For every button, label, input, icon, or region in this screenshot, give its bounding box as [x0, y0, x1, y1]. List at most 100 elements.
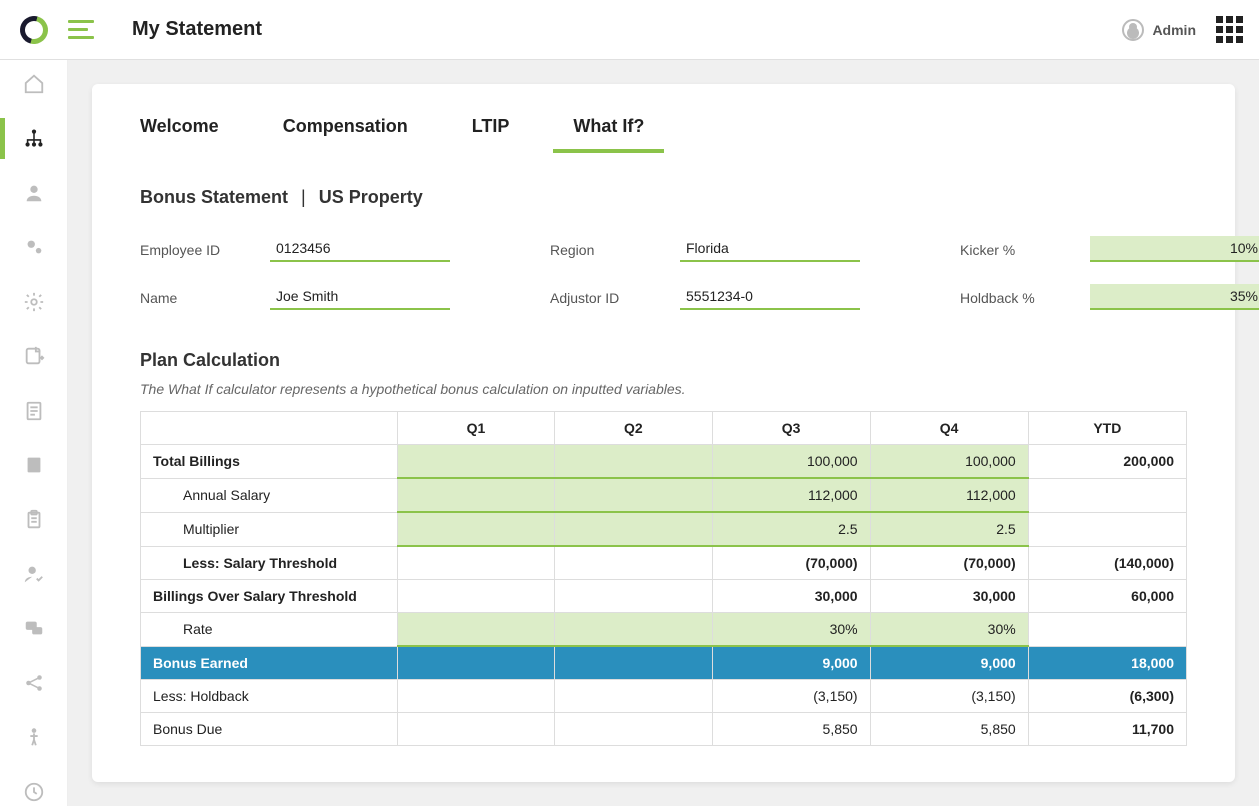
gears-icon: [23, 236, 45, 258]
nav-document[interactable]: [0, 397, 67, 425]
plan-title: Plan Calculation: [140, 350, 1187, 371]
clipboard-icon: [23, 509, 45, 531]
cell: [397, 680, 554, 713]
cell[interactable]: [555, 445, 712, 479]
plan-description: The What If calculator represents a hypo…: [140, 381, 1187, 397]
tabs: Welcome Compensation LTIP What If?: [140, 108, 1187, 151]
nav-settings-alt[interactable]: [0, 233, 67, 261]
nav-org[interactable]: [0, 124, 67, 152]
cell: [397, 580, 554, 613]
cell[interactable]: 30%: [712, 613, 870, 647]
col-label: [141, 412, 398, 445]
section-title-a: Bonus Statement: [140, 187, 288, 207]
cell: (70,000): [870, 546, 1028, 580]
user-area: Admin: [1122, 16, 1243, 43]
nav-chat[interactable]: [0, 614, 67, 642]
nav-clipboard[interactable]: [0, 505, 67, 533]
cell: [555, 580, 712, 613]
row-label: Rate: [141, 613, 398, 647]
cell: [397, 546, 554, 580]
cell[interactable]: 112,000: [712, 478, 870, 512]
nav-person[interactable]: [0, 723, 67, 751]
avatar-icon: [1122, 19, 1144, 41]
cell[interactable]: [555, 478, 712, 512]
tab-ltip[interactable]: LTIP: [472, 108, 510, 151]
cell: [397, 646, 554, 680]
info-grid: Employee ID 0123456 Region Florida Kicke…: [140, 236, 1187, 310]
cell: (6,300): [1028, 680, 1186, 713]
cell[interactable]: [397, 613, 554, 647]
cell[interactable]: 2.5: [712, 512, 870, 546]
plan-table: Q1Q2Q3Q4YTD Total Billings 100,000100,000…: [140, 411, 1187, 746]
content: Welcome Compensation LTIP What If? Bonus St…: [68, 60, 1259, 806]
clock-icon: [23, 781, 45, 803]
cell[interactable]: 100,000: [712, 445, 870, 479]
layout: Welcome Compensation LTIP What If? Bonus St…: [0, 60, 1259, 806]
employee-id-label: Employee ID: [140, 242, 270, 262]
employee-id-value[interactable]: 0123456: [270, 236, 450, 262]
cell: [397, 713, 554, 746]
name-value[interactable]: Joe Smith: [270, 284, 450, 310]
cell[interactable]: [397, 512, 554, 546]
nav-export[interactable]: [0, 342, 67, 370]
col-ytd: YTD: [1028, 412, 1186, 445]
cell[interactable]: [397, 478, 554, 512]
nav-user[interactable]: [0, 179, 67, 207]
cell: (3,150): [870, 680, 1028, 713]
nav-tree[interactable]: [0, 669, 67, 697]
cell[interactable]: 112,000: [870, 478, 1028, 512]
table-row: Bonus Due5,8505,85011,700: [141, 713, 1187, 746]
cell: 5,850: [870, 713, 1028, 746]
user-check-icon: [23, 563, 45, 585]
name-label: Name: [140, 290, 270, 310]
holdback-label: Holdback %: [960, 290, 1090, 310]
tab-compensation[interactable]: Compensation: [283, 108, 408, 151]
cell[interactable]: 2.5: [870, 512, 1028, 546]
menu-toggle-icon[interactable]: [68, 15, 108, 44]
cell[interactable]: 100,000: [870, 445, 1028, 479]
cell: (140,000): [1028, 546, 1186, 580]
chat-icon: [23, 617, 45, 639]
cell[interactable]: [555, 613, 712, 647]
table-row: Less: Holdback(3,150)(3,150)(6,300): [141, 680, 1187, 713]
nav-history[interactable]: [0, 777, 67, 805]
table-row: Multiplier2.52.5: [141, 512, 1187, 546]
app-logo-icon: [15, 10, 53, 48]
kicker-value[interactable]: 10%: [1090, 236, 1259, 262]
cell: 30,000: [712, 580, 870, 613]
holdback-value[interactable]: 35%: [1090, 284, 1259, 310]
cell: 200,000: [1028, 445, 1186, 479]
cell[interactable]: [555, 512, 712, 546]
main-card: Welcome Compensation LTIP What If? Bonus St…: [92, 84, 1235, 782]
tab-welcome[interactable]: Welcome: [140, 108, 219, 151]
share-icon: [23, 672, 45, 694]
kicker-label: Kicker %: [960, 242, 1090, 262]
row-label: Billings Over Salary Threshold: [141, 580, 398, 613]
plan-table-head: Q1Q2Q3Q4YTD: [141, 412, 1187, 445]
section-title-b: US Property: [319, 187, 423, 207]
cell: 9,000: [712, 646, 870, 680]
region-value[interactable]: Florida: [680, 236, 860, 262]
col-q4: Q4: [870, 412, 1028, 445]
nav-book[interactable]: [0, 451, 67, 479]
table-row: Bonus Earned9,0009,00018,000: [141, 646, 1187, 680]
user-chip[interactable]: Admin: [1122, 19, 1196, 41]
cell: 5,850: [712, 713, 870, 746]
tab-what-if-[interactable]: What If?: [573, 108, 644, 151]
apps-grid-icon[interactable]: [1216, 16, 1243, 43]
section-title: Bonus Statement | US Property: [140, 187, 1187, 208]
cell[interactable]: 30%: [870, 613, 1028, 647]
export-icon: [23, 345, 45, 367]
nav-user-check[interactable]: [0, 560, 67, 588]
nav-settings[interactable]: [0, 288, 67, 316]
row-label: Annual Salary: [141, 478, 398, 512]
table-row: Annual Salary 112,000112,000: [141, 478, 1187, 512]
separator: |: [301, 187, 306, 207]
adjustor-id-value[interactable]: 5551234-0: [680, 284, 860, 310]
cell[interactable]: [397, 445, 554, 479]
nav-home[interactable]: [0, 70, 67, 98]
page-title: My Statement: [132, 18, 1122, 41]
row-label: Total Billings: [141, 445, 398, 479]
gear-icon: [23, 291, 45, 313]
person-standing-icon: [23, 726, 45, 748]
